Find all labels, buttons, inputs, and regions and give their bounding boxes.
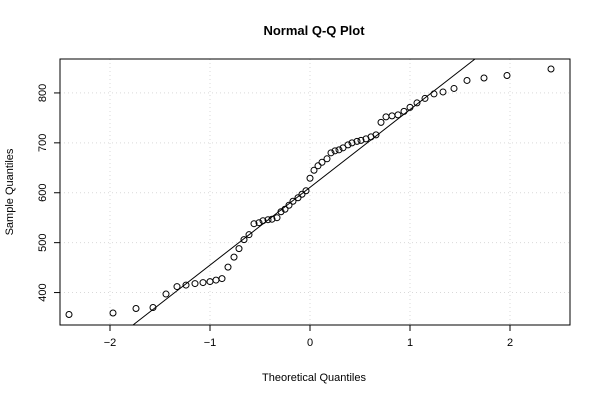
data-point <box>503 71 511 79</box>
x-tick-label: −2 <box>104 337 117 349</box>
data-point <box>344 141 352 149</box>
data-point <box>439 88 447 96</box>
data-point <box>224 263 232 271</box>
data-point <box>547 65 555 73</box>
y-axis: 400 500 600 700 800 <box>37 84 60 302</box>
data-point <box>314 162 322 170</box>
data-point <box>318 158 326 166</box>
data-points <box>65 65 555 319</box>
y-tick-label: 800 <box>37 84 49 102</box>
data-point <box>323 155 331 163</box>
x-tick-label: 2 <box>507 337 513 349</box>
data-point <box>450 84 458 92</box>
data-point <box>218 275 226 283</box>
data-point <box>388 112 396 120</box>
data-point <box>413 99 421 107</box>
data-point <box>240 236 248 244</box>
data-point <box>331 147 339 155</box>
data-point <box>289 197 297 205</box>
data-point <box>235 245 243 253</box>
grid <box>60 59 570 325</box>
data-point <box>250 220 258 228</box>
data-point <box>463 76 471 84</box>
x-tick-label: 0 <box>307 337 313 349</box>
y-tick-label: 700 <box>37 134 49 152</box>
data-point <box>394 111 402 119</box>
plot-frame <box>59 58 571 326</box>
data-point <box>306 174 314 182</box>
data-point <box>255 219 263 227</box>
data-point <box>182 281 190 289</box>
data-point <box>430 90 438 98</box>
data-point <box>109 309 117 317</box>
data-point <box>268 215 276 223</box>
data-point <box>281 205 289 213</box>
data-point <box>327 149 335 157</box>
data-point <box>294 194 302 202</box>
data-point <box>149 304 157 312</box>
data-point <box>382 113 390 121</box>
data-point <box>406 103 414 111</box>
x-axis: −2 −1 0 1 2 <box>104 325 513 349</box>
y-tick-label: 500 <box>37 233 49 251</box>
data-point <box>212 276 220 284</box>
data-point <box>335 146 343 154</box>
data-point <box>259 217 267 225</box>
x-tick-label: 1 <box>407 337 413 349</box>
y-tick-label: 400 <box>37 283 49 301</box>
data-point <box>421 94 429 102</box>
data-point <box>264 216 272 224</box>
data-point <box>65 311 73 319</box>
data-point <box>298 190 306 198</box>
chart-title: Normal Q-Q Plot <box>263 23 365 38</box>
data-point <box>339 144 347 152</box>
data-point <box>173 283 181 291</box>
data-point <box>273 214 281 222</box>
data-point <box>480 74 488 82</box>
x-tick-label: −1 <box>204 337 217 349</box>
data-point <box>310 166 318 174</box>
data-point <box>245 231 253 239</box>
data-point <box>191 280 199 288</box>
data-point <box>348 139 356 147</box>
data-point <box>353 137 361 145</box>
y-tick-label: 600 <box>37 184 49 202</box>
data-point <box>199 279 207 287</box>
data-point <box>302 187 310 195</box>
data-point <box>230 253 238 261</box>
data-point <box>372 131 380 139</box>
data-point <box>377 118 385 126</box>
data-point <box>132 305 140 313</box>
data-point <box>400 107 408 115</box>
y-axis-label: Sample Quantiles <box>4 148 16 235</box>
data-point <box>357 136 365 144</box>
x-axis-label: Theoretical Quantiles <box>262 372 366 384</box>
data-point <box>285 201 293 209</box>
data-point <box>162 290 170 298</box>
